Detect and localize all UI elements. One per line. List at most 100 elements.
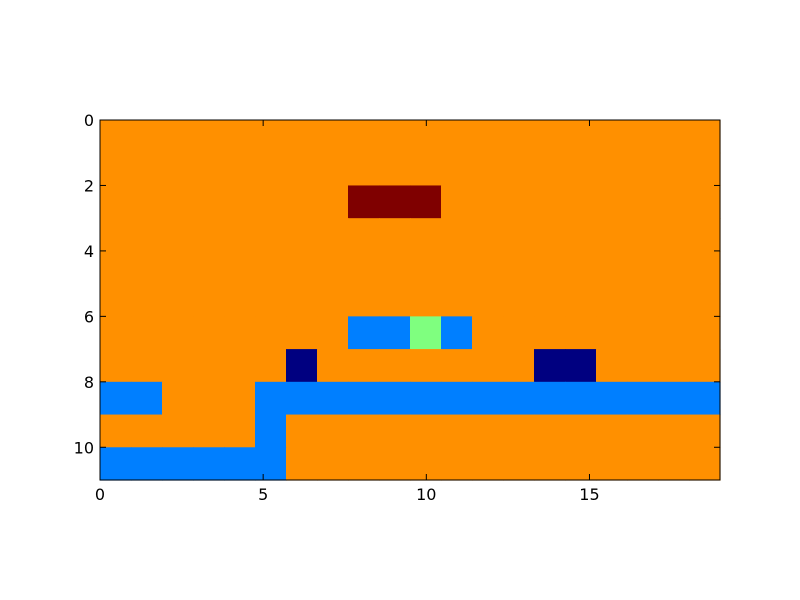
heatmap-cell xyxy=(534,218,566,252)
heatmap-cell xyxy=(472,250,504,285)
heatmap-cell xyxy=(162,120,194,154)
heatmap-cell xyxy=(410,381,442,416)
heatmap-cell xyxy=(627,316,659,350)
heatmap-cell xyxy=(689,349,721,383)
heatmap-cell xyxy=(627,120,659,154)
heatmap-cell xyxy=(534,316,566,350)
heatmap-cell xyxy=(131,250,163,285)
heatmap-cell xyxy=(162,447,194,481)
heatmap-cell xyxy=(100,218,132,252)
heatmap-cell xyxy=(503,218,535,252)
heatmap-cell xyxy=(379,414,411,448)
heatmap-cell xyxy=(379,250,411,285)
heatmap-cell xyxy=(534,349,566,383)
heatmap-cell xyxy=(596,447,628,481)
heatmap-cell xyxy=(410,349,442,383)
heatmap-cell xyxy=(100,152,132,187)
heatmap-cell xyxy=(348,152,380,187)
heatmap-cell xyxy=(689,152,721,187)
heatmap-cell xyxy=(689,250,721,285)
heatmap-cell xyxy=(224,447,256,481)
heatmap-cell xyxy=(689,414,721,448)
heatmap-cell xyxy=(131,152,163,187)
heatmap-cell xyxy=(193,316,225,350)
heatmap-cell xyxy=(441,381,473,416)
heatmap-cell xyxy=(193,185,225,219)
heatmap-cell xyxy=(565,447,597,481)
heatmap-cell xyxy=(410,185,442,219)
heatmap-cell xyxy=(379,218,411,252)
heatmap-cell xyxy=(565,414,597,448)
heatmap-cell xyxy=(317,120,349,154)
heatmap-cell xyxy=(596,185,628,219)
heatmap-cell xyxy=(627,381,659,416)
heatmap-cell xyxy=(162,414,194,448)
heatmap-cell xyxy=(689,283,721,317)
heatmap-cell xyxy=(286,316,318,350)
heatmap-cell xyxy=(162,381,194,416)
heatmap-cell xyxy=(255,414,287,448)
heatmap-cell xyxy=(410,283,442,317)
heatmap-cell xyxy=(317,447,349,481)
heatmap-cell xyxy=(565,283,597,317)
heatmap-cell xyxy=(224,381,256,416)
heatmap-cell xyxy=(379,283,411,317)
heatmap-cell xyxy=(317,218,349,252)
heatmap-cell xyxy=(379,349,411,383)
heatmap-cell xyxy=(627,218,659,252)
heatmap-cell xyxy=(317,316,349,350)
heatmap-cell xyxy=(348,316,380,350)
heatmap-cell xyxy=(193,218,225,252)
heatmap-cell xyxy=(441,283,473,317)
heatmap-cell xyxy=(193,120,225,154)
heatmap-cell xyxy=(379,152,411,187)
heatmap-cell xyxy=(348,218,380,252)
heatmap-cell xyxy=(472,185,504,219)
heatmap-cell xyxy=(379,381,411,416)
heatmap-cell xyxy=(627,447,659,481)
heatmap-cell xyxy=(255,349,287,383)
heatmap-cell xyxy=(596,250,628,285)
y-tick-label: 4 xyxy=(84,242,94,261)
heatmap-cell xyxy=(472,152,504,187)
heatmap-cell xyxy=(534,120,566,154)
heatmap-cell xyxy=(348,250,380,285)
heatmap-cell xyxy=(348,381,380,416)
y-axis: 0 2 4 6 8 10 xyxy=(74,111,720,457)
heatmap-cell xyxy=(255,218,287,252)
heatmap-cell xyxy=(472,316,504,350)
heatmap-cell xyxy=(658,218,690,252)
heatmap-cell xyxy=(441,316,473,350)
heatmap-cell xyxy=(689,316,721,350)
heatmap-cell xyxy=(348,185,380,219)
heatmap-cell xyxy=(162,250,194,285)
heatmap-cell xyxy=(379,185,411,219)
heatmap-cell xyxy=(286,185,318,219)
heatmap-cell xyxy=(193,152,225,187)
heatmap-cell xyxy=(689,185,721,219)
heatmap-cell xyxy=(503,120,535,154)
heatmap-cell xyxy=(658,316,690,350)
heatmap-cell xyxy=(658,185,690,219)
heatmap-cell xyxy=(658,414,690,448)
heatmap-cell xyxy=(472,414,504,448)
heatmap-cell xyxy=(627,349,659,383)
heatmap-cell xyxy=(224,414,256,448)
heatmap-cell xyxy=(379,447,411,481)
heatmap-cell xyxy=(224,316,256,350)
heatmap-cell xyxy=(658,381,690,416)
heatmap-cell xyxy=(162,349,194,383)
heatmap-cell xyxy=(472,120,504,154)
heatmap-cell xyxy=(379,120,411,154)
heatmap-cell xyxy=(286,447,318,481)
heatmap-cell xyxy=(689,447,721,481)
heatmap-cell xyxy=(410,120,442,154)
heatmap-cell xyxy=(689,120,721,154)
heatmap-cell xyxy=(224,185,256,219)
heatmap-cell xyxy=(472,283,504,317)
heatmap-cell xyxy=(286,120,318,154)
heatmap-cell xyxy=(317,349,349,383)
heatmap-cells xyxy=(100,120,721,481)
heatmap-cell xyxy=(689,218,721,252)
